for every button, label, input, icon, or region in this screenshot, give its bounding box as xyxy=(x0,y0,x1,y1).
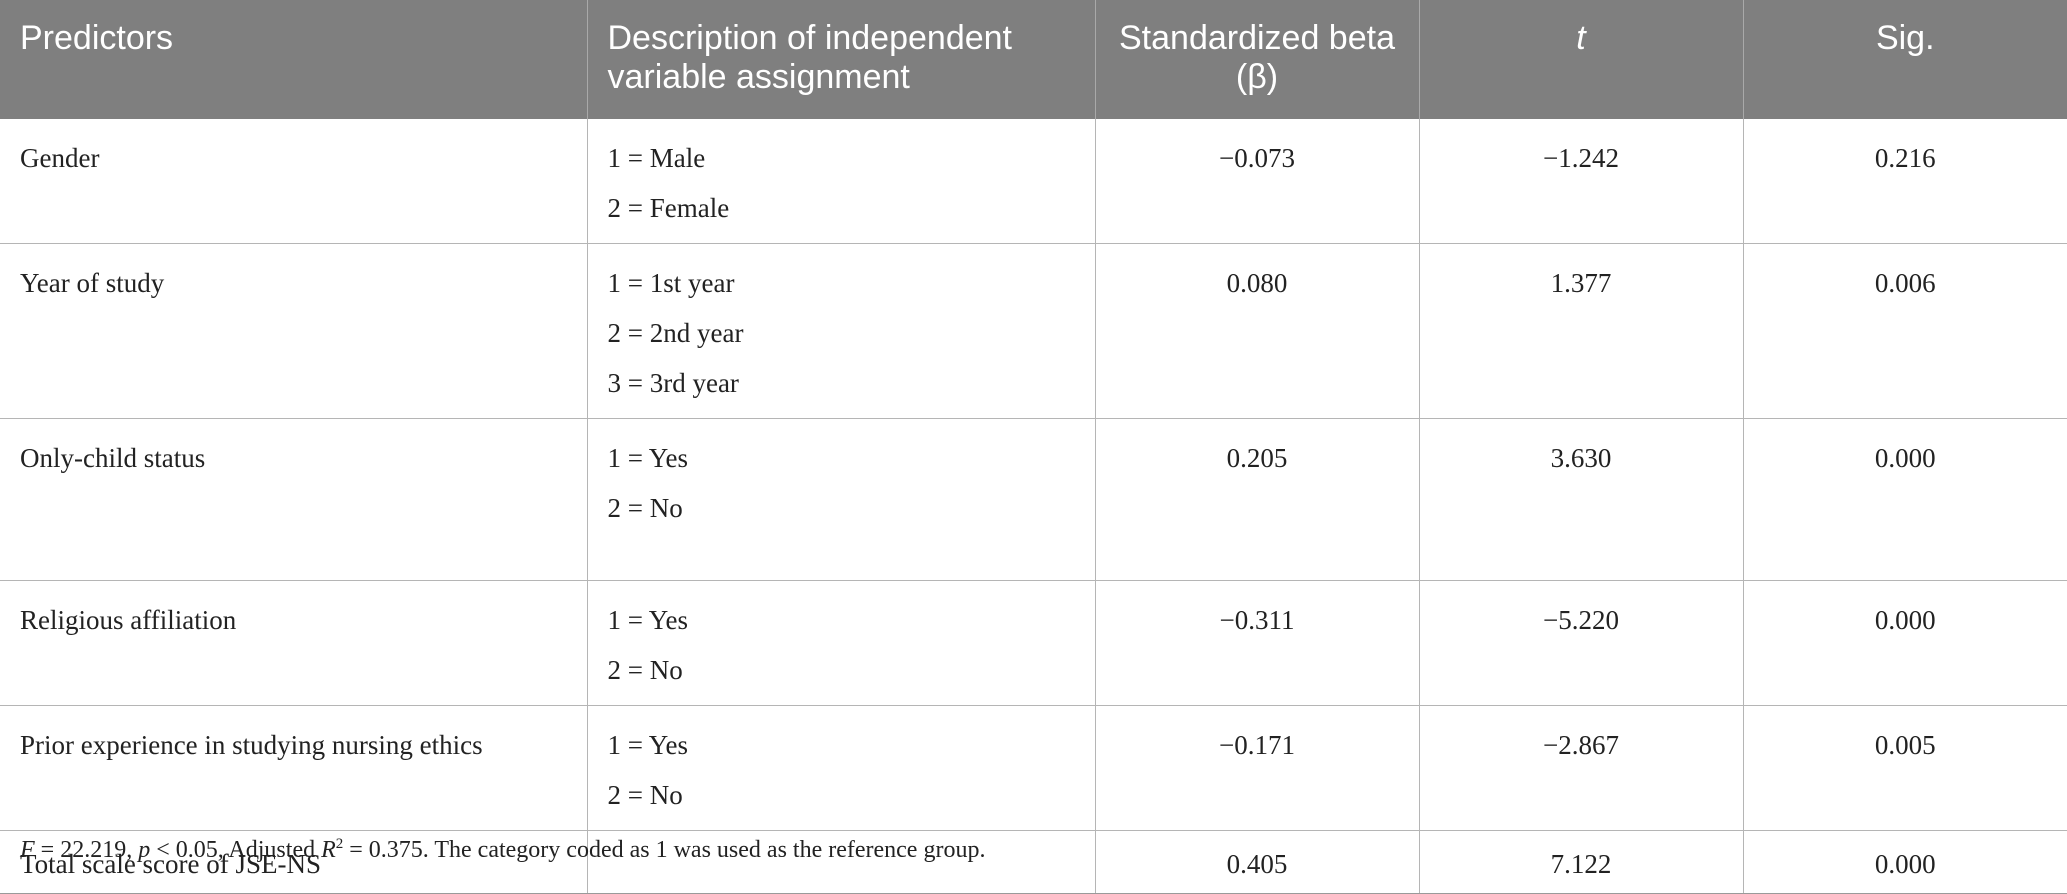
beta-cell: 0.080 xyxy=(1095,243,1420,419)
table-footnote: F = 22.219, p < 0.05, Adjusted R2 = 0.37… xyxy=(20,836,985,864)
header-beta-text: Standardized beta (β) xyxy=(1119,19,1395,96)
assignment-cell: 1 = Yes 2 = No xyxy=(587,418,1096,581)
t-cell: 1.377 xyxy=(1419,243,1744,419)
header-t: t xyxy=(1419,0,1744,119)
t-cell: −1.242 xyxy=(1419,119,1744,244)
table-row: Religious affiliation 1 = Yes 2 = No −0.… xyxy=(0,580,2067,706)
assignment-line: 2 = No xyxy=(607,655,683,685)
t-cell: 3.630 xyxy=(1419,418,1744,581)
sig-cell: 0.000 xyxy=(1743,830,2067,894)
table-row: Gender 1 = Male 2 = Female −0.073 −1.242… xyxy=(0,119,2067,244)
assignment-line: 1 = Yes xyxy=(607,605,689,635)
footnote-r-sup: 2 xyxy=(335,836,344,852)
sig-cell: 0.000 xyxy=(1743,418,2067,581)
sig-cell: 0.005 xyxy=(1743,705,2067,831)
footnote-f-value: = 22.219, xyxy=(34,837,139,863)
assignment-cell: 1 = Yes 2 = No xyxy=(587,580,1096,706)
assignment-line: 2 = No xyxy=(607,780,683,810)
predictor-cell: Only-child status xyxy=(0,418,588,581)
sig-cell: 0.006 xyxy=(1743,243,2067,419)
beta-cell: 0.405 xyxy=(1095,830,1420,894)
table-row: Prior experience in studying nursing eth… xyxy=(0,705,2067,831)
table-row: Only-child status 1 = Yes 2 = No 0.205 3… xyxy=(0,418,2067,581)
assignment-line: 2 = Female xyxy=(607,193,730,223)
predictor-cell: Religious affiliation xyxy=(0,580,588,706)
t-cell: 7.122 xyxy=(1419,830,1744,894)
header-description: Description of independent variable assi… xyxy=(587,0,1096,119)
assignment-line: 1 = Yes xyxy=(607,730,689,760)
footnote-p-value: < 0.05, Adjusted xyxy=(150,837,322,863)
header-sig: Sig. xyxy=(1743,0,2067,119)
predictor-cell: Year of study xyxy=(0,243,588,419)
assignment-cell: 1 = 1st year 2 = 2nd year 3 = 3rd year xyxy=(587,243,1096,419)
assignment-line: 2 = No xyxy=(607,493,683,523)
table-body: Gender 1 = Male 2 = Female −0.073 −1.242… xyxy=(0,119,2067,894)
header-standardized-beta: Standardized beta (β) xyxy=(1095,0,1420,119)
beta-cell: 0.205 xyxy=(1095,418,1420,581)
assignment-line: 1 = Male xyxy=(607,143,706,173)
footnote-r-value: = 0.375. The category coded as 1 was use… xyxy=(343,837,986,863)
predictor-cell: Prior experience in studying nursing eth… xyxy=(0,705,588,831)
table-row: Year of study 1 = 1st year 2 = 2nd year … xyxy=(0,243,2067,419)
footnote-f-label: F xyxy=(20,837,35,863)
t-cell: −2.867 xyxy=(1419,705,1744,831)
beta-cell: −0.311 xyxy=(1095,580,1420,706)
sig-cell: 0.216 xyxy=(1743,119,2067,244)
header-predictors: Predictors xyxy=(0,0,588,119)
assignment-cell: 1 = Yes 2 = No xyxy=(587,705,1096,831)
table-header: Predictors Description of independent va… xyxy=(0,0,2067,119)
footnote-r-label: R xyxy=(321,837,336,863)
beta-cell: −0.073 xyxy=(1095,119,1420,244)
predictor-cell: Gender xyxy=(0,119,588,244)
header-row: Predictors Description of independent va… xyxy=(0,0,2067,119)
assignment-line: 1 = 1st year xyxy=(607,268,735,298)
assignment-line: 3 = 3rd year xyxy=(607,368,739,398)
t-cell: −5.220 xyxy=(1419,580,1744,706)
assignment-line: 1 = Yes xyxy=(607,443,689,473)
assignment-line: 2 = 2nd year xyxy=(607,318,744,348)
sig-cell: 0.000 xyxy=(1743,580,2067,706)
assignment-cell: 1 = Male 2 = Female xyxy=(587,119,1096,244)
footnote-p-label: p xyxy=(138,837,151,863)
header-t-text: t xyxy=(1576,19,1586,57)
beta-cell: −0.171 xyxy=(1095,705,1420,831)
